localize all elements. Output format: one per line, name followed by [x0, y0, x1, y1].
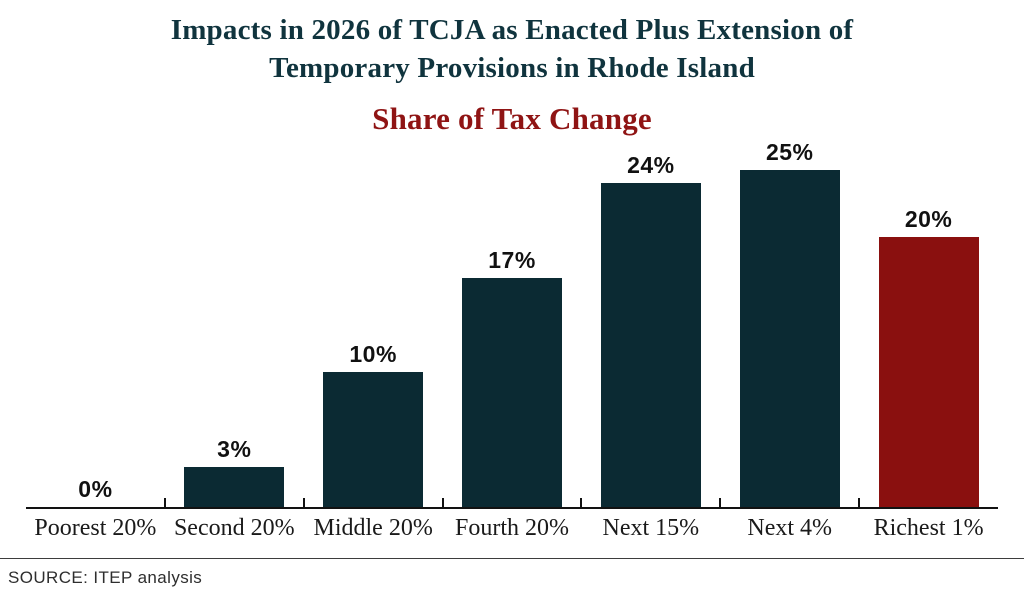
- bar-value-label: 24%: [627, 152, 675, 179]
- source-note: SOURCE: ITEP analysis: [8, 568, 203, 588]
- bar-value-label: 17%: [488, 246, 536, 273]
- axis-tick: [302, 498, 305, 508]
- bar-group: 25%: [720, 139, 859, 508]
- bar-group: 0%: [26, 476, 165, 507]
- x-axis-label: Next 4%: [747, 515, 833, 542]
- x-axis-labels: Poorest 20% Second 20% Middle 20% Fourth 20…: [26, 509, 998, 542]
- bar-value-label: 0%: [78, 476, 113, 503]
- bar-value-label: 10%: [349, 341, 397, 368]
- bar: [184, 466, 285, 508]
- x-axis-label: Richest 1%: [873, 515, 984, 542]
- axis-tick: [719, 498, 722, 508]
- bar-value-label: 25%: [765, 138, 814, 165]
- chart-area: 0% 3% 10% 17% 24% 25% 20%: [26, 137, 998, 510]
- footer-divider: [0, 558, 1024, 560]
- bar-group: 24%: [581, 152, 720, 508]
- chart-title-line2: Temporary Provisions in Rhode Island: [269, 51, 755, 84]
- axis-tick: [580, 498, 583, 508]
- chart-title: Impacts in 2026 of TCJA as Enacted Plus …: [0, 12, 1024, 87]
- x-axis-label: Poorest 20%: [34, 515, 157, 542]
- chart-subtitle: Share of Tax Change: [372, 101, 652, 137]
- bar: [323, 372, 424, 508]
- bar: [600, 183, 701, 508]
- bar: [462, 277, 562, 508]
- bar: [739, 169, 840, 508]
- bar-group: 17%: [443, 247, 582, 508]
- chart-header: Impacts in 2026 of TCJA as Enacted Plus …: [0, 0, 1024, 137]
- bar-group: 10%: [304, 341, 443, 508]
- axis-tick: [163, 498, 166, 508]
- bar-value-label: 3%: [217, 435, 252, 462]
- x-axis-label: Fourth 20%: [455, 515, 569, 542]
- x-axis-label: Next 15%: [602, 515, 700, 542]
- x-axis-label: Middle 20%: [313, 515, 433, 542]
- axis-tick: [441, 498, 444, 508]
- axis-tick: [858, 498, 861, 508]
- bar: [878, 237, 979, 508]
- x-axis-label: Second 20%: [173, 515, 295, 542]
- chart-title-line1: Impacts in 2026 of TCJA as Enacted Plus …: [170, 14, 854, 46]
- bar-group: 20%: [859, 206, 998, 508]
- bar-group: 3%: [165, 436, 304, 508]
- bar-value-label: 20%: [904, 206, 953, 233]
